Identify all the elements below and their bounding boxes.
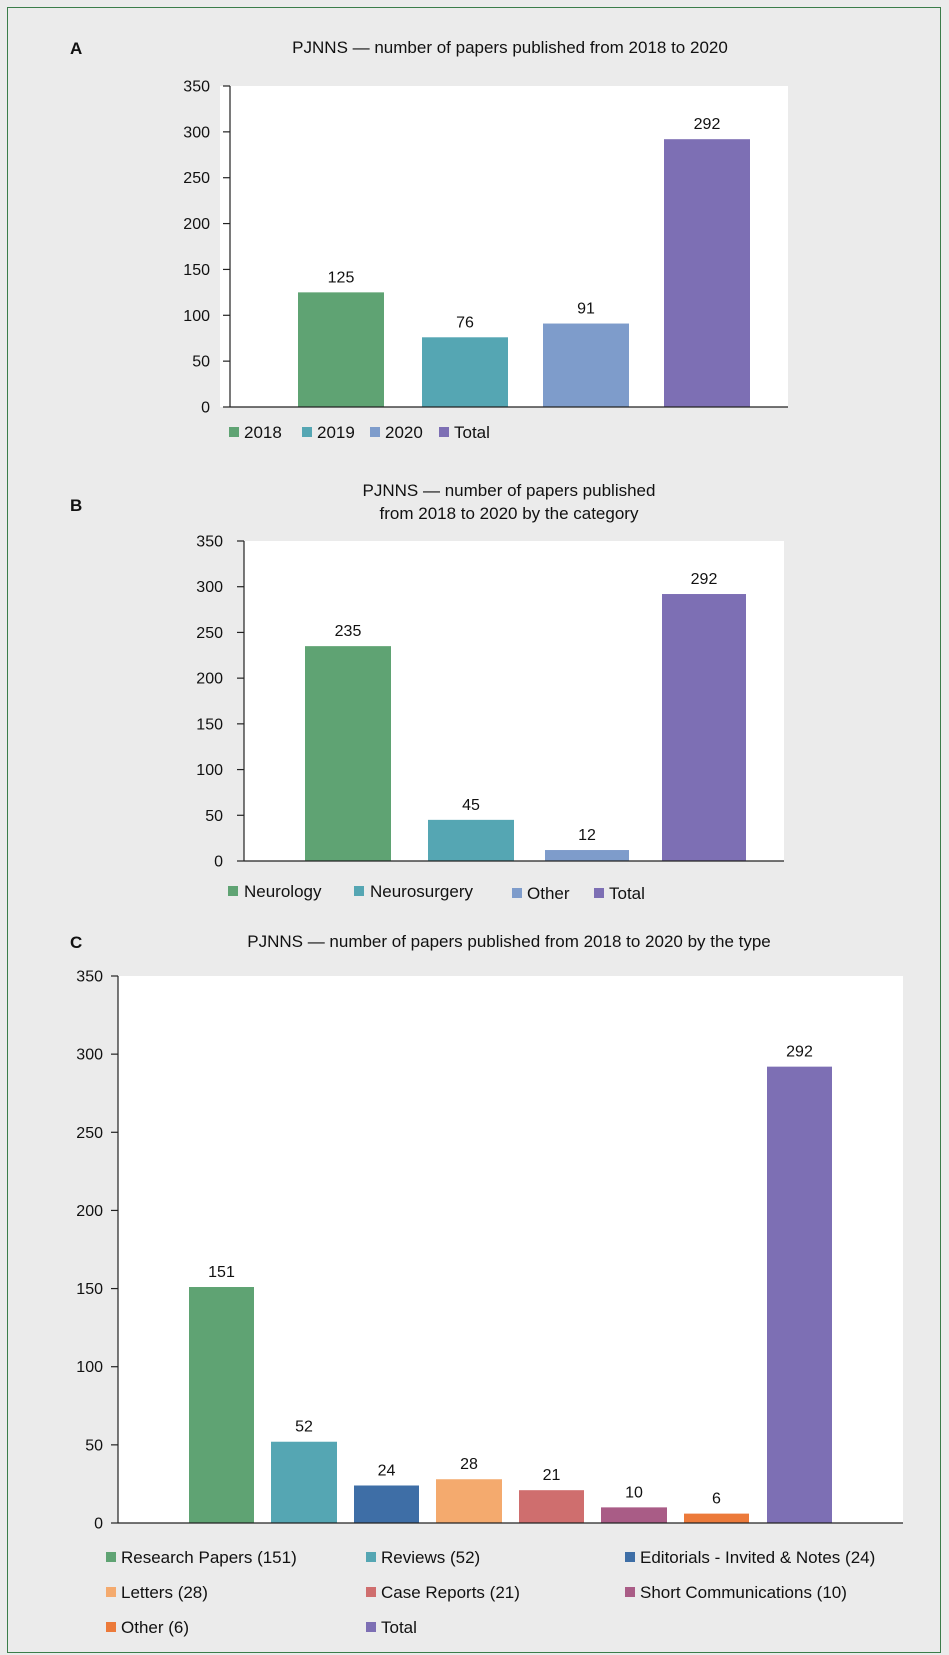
data-label: 292 bbox=[786, 1044, 813, 1061]
y-tick-label: 300 bbox=[196, 579, 223, 596]
legend-swatch bbox=[625, 1587, 635, 1597]
y-tick-label: 200 bbox=[183, 216, 210, 233]
chart-title: PJNNS — number of papers published from … bbox=[247, 932, 771, 951]
chart-title: from 2018 to 2020 by the category bbox=[380, 504, 639, 523]
legend-swatch bbox=[229, 427, 239, 437]
panel-letter-b: B bbox=[70, 496, 82, 515]
data-label: 151 bbox=[208, 1264, 235, 1281]
legend-label: Neurology bbox=[244, 882, 322, 901]
legend-swatch bbox=[106, 1622, 116, 1632]
bar-case-reports bbox=[519, 1490, 584, 1523]
bar-editorials-invited-notes bbox=[354, 1485, 419, 1523]
bar-research-papers bbox=[189, 1287, 254, 1523]
bar-neurosurgery bbox=[428, 819, 514, 861]
legend-swatch bbox=[370, 427, 380, 437]
legend-label: 2018 bbox=[244, 423, 282, 442]
legend-label: Case Reports (21) bbox=[381, 1583, 520, 1602]
y-tick-label: 0 bbox=[214, 854, 223, 871]
legend-swatch bbox=[366, 1622, 376, 1632]
legend-swatch bbox=[354, 886, 364, 896]
data-label: 12 bbox=[578, 827, 596, 844]
legend-label: Short Communications (10) bbox=[640, 1583, 847, 1602]
legend-label: Total bbox=[609, 884, 645, 903]
y-tick-label: 200 bbox=[196, 671, 223, 688]
panel-letter-c: C bbox=[70, 933, 82, 952]
legend-label: Reviews (52) bbox=[381, 1548, 480, 1567]
y-tick-label: 250 bbox=[76, 1125, 103, 1142]
y-tick-label: 300 bbox=[183, 124, 210, 141]
data-label: 76 bbox=[456, 314, 474, 331]
bar-total bbox=[664, 139, 750, 408]
y-tick-label: 150 bbox=[183, 262, 210, 279]
legend-swatch bbox=[439, 427, 449, 437]
data-label: 21 bbox=[543, 1467, 561, 1484]
legend-label: Other bbox=[527, 884, 570, 903]
legend-label: Editorials - Invited & Notes (24) bbox=[640, 1548, 875, 1567]
y-tick-label: 100 bbox=[183, 308, 210, 325]
data-label: 292 bbox=[694, 116, 721, 133]
legend-label: 2020 bbox=[385, 423, 423, 442]
chart-title: PJNNS — number of papers published from … bbox=[292, 38, 728, 57]
legend-swatch bbox=[106, 1587, 116, 1597]
data-label: 24 bbox=[378, 1462, 396, 1479]
data-label: 10 bbox=[625, 1484, 643, 1501]
bar-reviews bbox=[271, 1441, 337, 1523]
bar-short-communications bbox=[601, 1507, 667, 1523]
y-tick-label: 0 bbox=[201, 400, 210, 417]
bar-2018 bbox=[298, 292, 384, 407]
data-label: 292 bbox=[691, 571, 718, 588]
y-tick-label: 200 bbox=[76, 1203, 103, 1220]
legend-swatch bbox=[366, 1552, 376, 1562]
bar-2020 bbox=[543, 323, 629, 407]
bar-letters bbox=[436, 1479, 502, 1523]
legend-swatch bbox=[594, 888, 604, 898]
y-tick-label: 350 bbox=[183, 79, 210, 96]
bar-other bbox=[684, 1513, 749, 1523]
data-label: 45 bbox=[462, 797, 480, 814]
y-tick-label: 350 bbox=[196, 534, 223, 551]
bar-total bbox=[662, 594, 746, 861]
y-tick-label: 300 bbox=[76, 1047, 103, 1064]
data-label: 6 bbox=[712, 1491, 721, 1508]
y-tick-label: 50 bbox=[85, 1437, 103, 1454]
legend-label: Total bbox=[454, 423, 490, 442]
legend-label: Total bbox=[381, 1618, 417, 1637]
bar-2019 bbox=[422, 337, 508, 407]
y-tick-label: 250 bbox=[183, 170, 210, 187]
y-tick-label: 50 bbox=[192, 354, 210, 371]
legend-swatch bbox=[228, 886, 238, 896]
legend-swatch bbox=[512, 888, 522, 898]
y-tick-label: 0 bbox=[94, 1516, 103, 1533]
data-label: 125 bbox=[328, 269, 355, 286]
legend-label: Neurosurgery bbox=[370, 882, 473, 901]
legend-label: Other (6) bbox=[121, 1618, 189, 1637]
legend-label: 2019 bbox=[317, 423, 355, 442]
bar-other bbox=[545, 850, 629, 861]
legend-swatch bbox=[302, 427, 312, 437]
legend-label: Research Papers (151) bbox=[121, 1548, 297, 1567]
bar-neurology bbox=[305, 646, 391, 861]
y-tick-label: 100 bbox=[196, 762, 223, 779]
legend-swatch bbox=[625, 1552, 635, 1562]
y-tick-label: 50 bbox=[205, 808, 223, 825]
data-label: 52 bbox=[295, 1419, 313, 1436]
y-tick-label: 150 bbox=[76, 1281, 103, 1298]
legend-label: Letters (28) bbox=[121, 1583, 208, 1602]
y-tick-label: 150 bbox=[196, 716, 223, 733]
data-label: 91 bbox=[577, 301, 595, 318]
data-label: 28 bbox=[460, 1456, 478, 1473]
legend-swatch bbox=[106, 1552, 116, 1562]
y-tick-label: 350 bbox=[76, 969, 103, 986]
panel-letter-a: A bbox=[70, 39, 82, 58]
legend-swatch bbox=[366, 1587, 376, 1597]
data-label: 235 bbox=[335, 623, 362, 640]
y-tick-label: 250 bbox=[196, 625, 223, 642]
y-tick-label: 100 bbox=[76, 1359, 103, 1376]
chart-title: PJNNS — number of papers published bbox=[363, 481, 656, 500]
bar-total bbox=[767, 1066, 832, 1523]
